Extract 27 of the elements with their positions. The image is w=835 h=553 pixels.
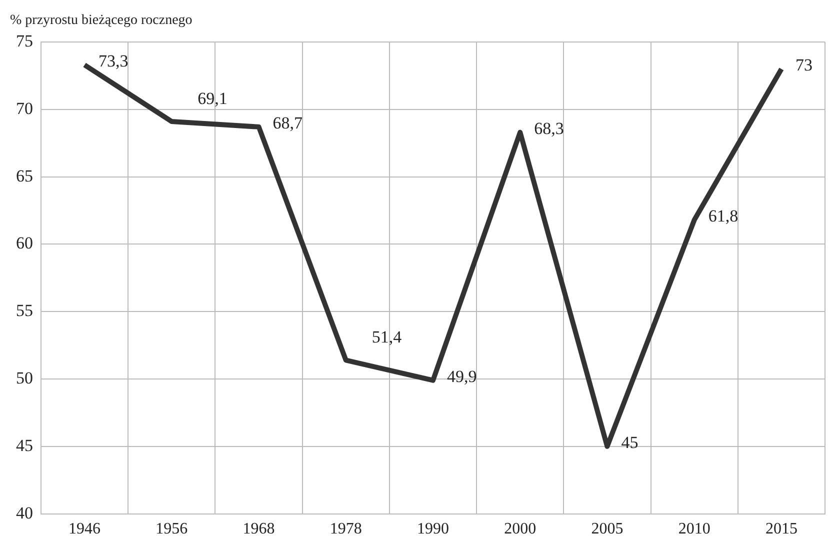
x-tick-label: 2000 (504, 520, 536, 538)
data-label: 45 (621, 432, 638, 452)
x-tick-label: 1956 (156, 520, 188, 538)
x-tick-label: 1990 (417, 520, 449, 538)
y-tick-label: 75 (16, 31, 33, 50)
y-tick-label: 60 (16, 234, 33, 253)
y-tick-label: 70 (16, 98, 33, 118)
x-tick-label: 2015 (765, 520, 798, 538)
data-label: 73 (795, 55, 812, 74)
data-label: 68,3 (534, 118, 564, 138)
data-label: 49,9 (447, 366, 477, 386)
y-tick-label: 65 (16, 166, 33, 186)
data-label: 69,1 (198, 89, 228, 108)
data-label: 68,7 (272, 113, 304, 132)
data-label: 51,4 (372, 328, 402, 347)
x-tick-label: 2005 (591, 520, 624, 538)
y-tick-label: 45 (16, 436, 33, 455)
y-tick-label: 55 (16, 301, 33, 320)
x-tick-label: 1946 (68, 520, 101, 538)
y-tick-label: 40 (16, 503, 33, 522)
data-label: 73,3 (98, 51, 128, 70)
x-tick-label: 1968 (242, 520, 275, 538)
x-tick-label: 1978 (330, 520, 362, 538)
x-tick-label: 2010 (678, 520, 710, 538)
y-tick-label: 50 (16, 368, 33, 388)
data-label: 61,8 (708, 206, 738, 226)
y-axis-title: % przyrostu bieżącego rocznego (10, 13, 192, 28)
